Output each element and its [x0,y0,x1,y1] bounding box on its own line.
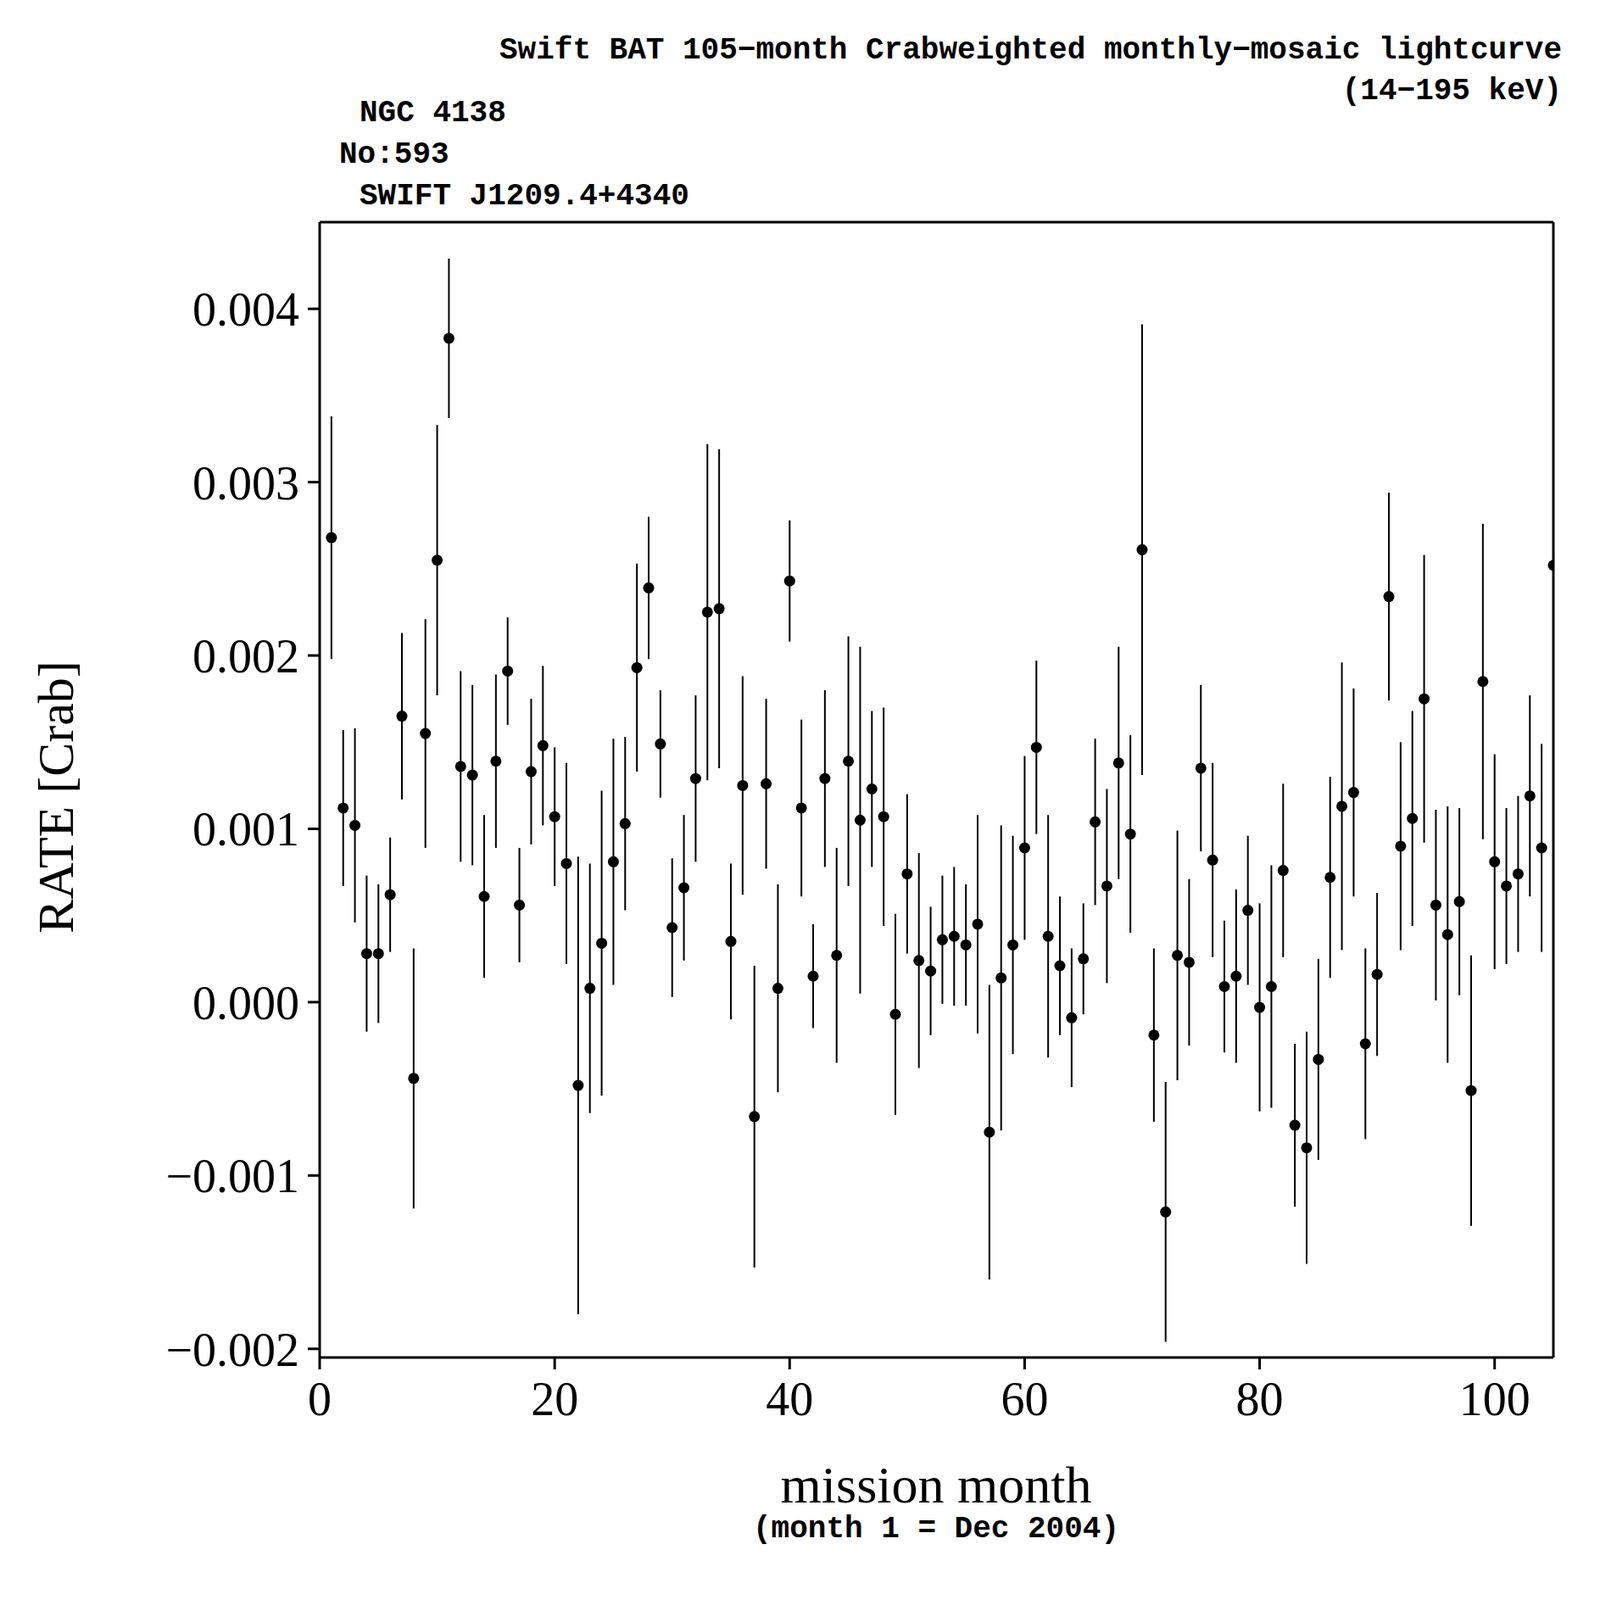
html-text:No:593: No:593 [339,137,450,173]
svg-text:0: 0 [307,1372,332,1426]
svg-text:60: 60 [1000,1372,1049,1426]
svg-text:0.004: 0.004 [192,283,300,336]
html-text:NGC 4138: NGC 4138 [359,95,507,131]
svg-text:100: 100 [1459,1372,1531,1426]
html-text:(month 1 = Dec 2004): (month 1 = Dec 2004) [752,1511,1120,1547]
html-text:RATE [Crab]: RATE [Crab] [27,660,84,934]
html-text:(14−195 keV): (14−195 keV) [1342,73,1562,109]
svg-text:0.000: 0.000 [192,976,300,1030]
svg-text:20: 20 [530,1372,579,1426]
svg-text:0.001: 0.001 [192,802,300,856]
html-text:mission month: mission month [780,1455,1092,1514]
html-text:SWIFT J1209.4+4340: SWIFT J1209.4+4340 [359,178,690,214]
svg-text:40: 40 [765,1372,814,1426]
svg-text:0.002: 0.002 [192,629,300,683]
svg-text:0.003: 0.003 [192,457,300,510]
html-text:Swift BAT 105−month Crabweight: Swift BAT 105−month Crabweighted monthly… [499,33,1562,68]
svg-text:−0.002: −0.002 [165,1323,300,1377]
svg-text:80: 80 [1236,1372,1284,1426]
svg-text:−0.001: −0.001 [165,1149,300,1203]
